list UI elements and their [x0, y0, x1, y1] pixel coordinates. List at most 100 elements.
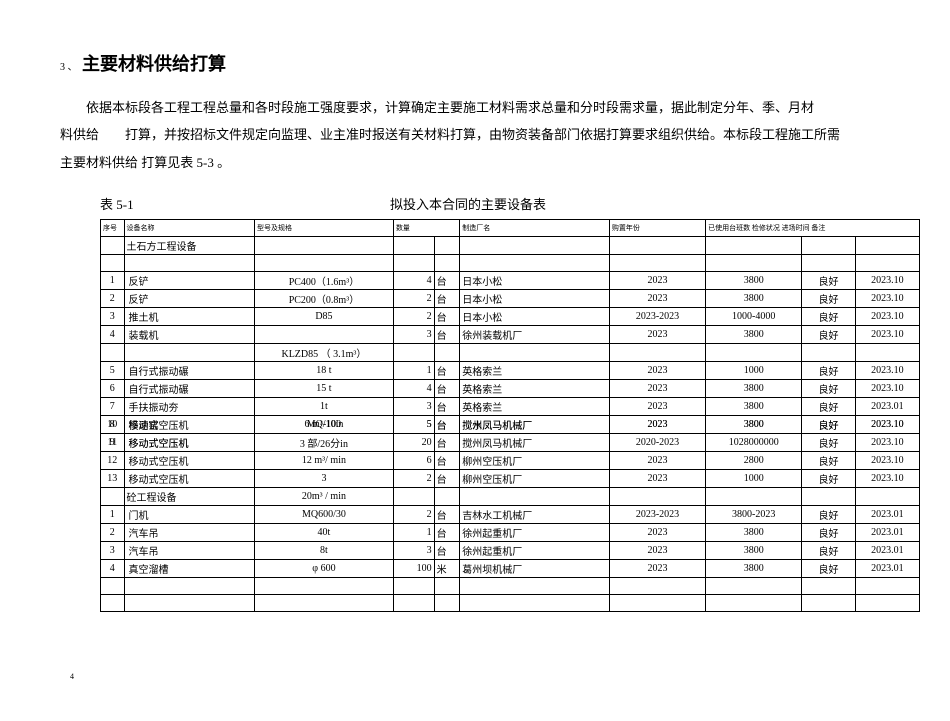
table-row: 1门机MQ600/302台吉林水工机械厂2023-20233800-2023良好…: [101, 506, 920, 524]
cell-mfr: 葛州坝机械厂: [460, 560, 610, 578]
page-number: 4: [70, 672, 890, 681]
cell-hours: 3800: [706, 542, 802, 560]
cell-cond: 良好: [802, 326, 855, 344]
cell-spec: PC200（0.8m³）: [254, 290, 393, 308]
cell-unit: 台台: [434, 416, 460, 434]
table-row: 2反铲PC200（0.8m³）2台日本小松20233800良好2023.10: [101, 290, 920, 308]
cell-cond: 良好: [802, 560, 855, 578]
cell-hours: 1028000000: [706, 434, 802, 452]
table-title: 拟投入本合同的主要设备表: [390, 194, 546, 213]
table-row: 12移动式空压机12 m³/ min6台柳州空压机厂20232800良好2023…: [101, 452, 920, 470]
cell-hours: 1000-4000: [706, 308, 802, 326]
cell-year: 2023: [609, 326, 705, 344]
cell-seq: 3: [101, 308, 125, 326]
cell-name: 装载机: [124, 326, 254, 344]
cell-qty: 2: [393, 290, 434, 308]
table-header-row: 序号 设备名称 型号及规格 数量 制造厂名 购置年份 已使用台班数 检修状况 进…: [101, 220, 920, 237]
cell-qty: 1: [393, 524, 434, 542]
cell-unit: 台: [434, 434, 460, 452]
paragraph-1: 依据本标段各工程工程总量和各时段施工强度要求，计算确定主要施工材料需求总量和分时…: [60, 96, 890, 119]
cell-cond: 良好: [802, 470, 855, 488]
cell-date: 2023.10: [855, 434, 919, 452]
section-heading: 3 、 主要材料供给打算: [60, 50, 890, 76]
cell-date: 2023.10: [855, 362, 919, 380]
cell-cond: 良好: [802, 542, 855, 560]
blank-row: [101, 578, 920, 595]
cell-name: 汽车吊: [124, 524, 254, 542]
cell-name: 真空溜槽: [124, 560, 254, 578]
spec-row: KLZD85 （ 3.1m³）: [101, 344, 920, 362]
cell-year: 2023: [609, 272, 705, 290]
cell-seq: 2: [101, 290, 125, 308]
cell-seq: 12: [101, 452, 125, 470]
cell-year: 20232023: [609, 416, 705, 434]
cell-qty: 20: [393, 434, 434, 452]
cell-cond: 良好: [802, 290, 855, 308]
cell-date: 2023.01: [855, 542, 919, 560]
hdr-qty: 数量: [393, 220, 459, 237]
cell-cond: 良好: [802, 452, 855, 470]
cell-name: 汽车吊: [124, 542, 254, 560]
table-row: 7手扶振动夯1t3台英格索兰20233800良好2023.01: [101, 398, 920, 416]
table-row: 2汽车吊40t1台徐州起重机厂20233800良好2023.01: [101, 524, 920, 542]
cell-year: 2023-2023: [609, 308, 705, 326]
cell-unit: 米: [434, 560, 460, 578]
group2-name: 砼工程设备: [124, 488, 254, 506]
cell-hours: 3800: [706, 290, 802, 308]
cell-date: 2023.01: [855, 524, 919, 542]
paragraph-2: 料供给 打算，并按招标文件规定向监理、业主准时报送有关材料打算，由物资装备部门依…: [60, 123, 890, 146]
spec-between: KLZD85 （ 3.1m³）: [254, 344, 393, 362]
cell-qty: 1: [393, 362, 434, 380]
cell-hours: 3800: [706, 560, 802, 578]
cell-qty: 4: [393, 272, 434, 290]
cell-date: 2023.102023.10: [855, 416, 919, 434]
cell-unit: 台: [434, 290, 460, 308]
cell-qty: 2: [393, 308, 434, 326]
cell-name: 自行式振动碾: [124, 380, 254, 398]
cell-unit: 台: [434, 470, 460, 488]
cell-year: 2023: [609, 380, 705, 398]
cell-hours: 3800: [706, 272, 802, 290]
table-row: 4装载机3台徐州装载机厂20233800良好2023.10: [101, 326, 920, 344]
cell-mfr: 柳州空压机厂: [460, 470, 610, 488]
hdr-spec: 型号及规格: [254, 220, 393, 237]
cell-cond: 良好: [802, 434, 855, 452]
cell-unit: 台: [434, 506, 460, 524]
cell-unit: 台: [434, 308, 460, 326]
cell-seq: 1: [101, 272, 125, 290]
cell-cond: 良好: [802, 272, 855, 290]
cell-unit: 台: [434, 398, 460, 416]
cell-qty: 2: [393, 470, 434, 488]
cell-date: 2023.01: [855, 398, 919, 416]
cell-spec: 12 m³/ min: [254, 452, 393, 470]
cell-spec: 3: [254, 470, 393, 488]
cell-spec: PC400（1.6m³）: [254, 272, 393, 290]
cell-cond: 良好: [802, 506, 855, 524]
cell-seq: 13: [101, 470, 125, 488]
cell-unit: 台: [434, 524, 460, 542]
group-row: 土石方工程设备: [101, 237, 920, 255]
table-row: 911移动式空压机移动式空压机3 部/26分in20台搅州凤马机械厂2020-2…: [101, 434, 920, 452]
cell-name: 移动式空压机移动式空压机: [124, 434, 254, 452]
cell-spec: 40t: [254, 524, 393, 542]
cell-mfr: 徐州装载机厂: [460, 326, 610, 344]
cell-mfr: 吉林水工机械厂: [460, 506, 610, 524]
blank-row: [101, 255, 920, 272]
cell-year: 2023: [609, 560, 705, 578]
cell-date: 2023.10: [855, 326, 919, 344]
cell-hours: 2800: [706, 452, 802, 470]
cell-year: 2023: [609, 362, 705, 380]
cell-year: 2023-2023: [609, 506, 705, 524]
cell-hours: 1000: [706, 470, 802, 488]
cell-mfr: 日本小松: [460, 308, 610, 326]
cell-year: 2023: [609, 542, 705, 560]
cell-date: 2023.10: [855, 470, 919, 488]
cell-hours: 3800: [706, 326, 802, 344]
cell-mfr: 英格索兰: [460, 380, 610, 398]
cell-spec: MQ600/30: [254, 506, 393, 524]
cell-qty: 4: [393, 380, 434, 398]
cell-qty: 3: [393, 326, 434, 344]
table-row: 1反铲PC400（1.6m³）4台日本小松20233800良好2023.10: [101, 272, 920, 290]
cell-hours: 3800: [706, 380, 802, 398]
cell-spec: [254, 326, 393, 344]
